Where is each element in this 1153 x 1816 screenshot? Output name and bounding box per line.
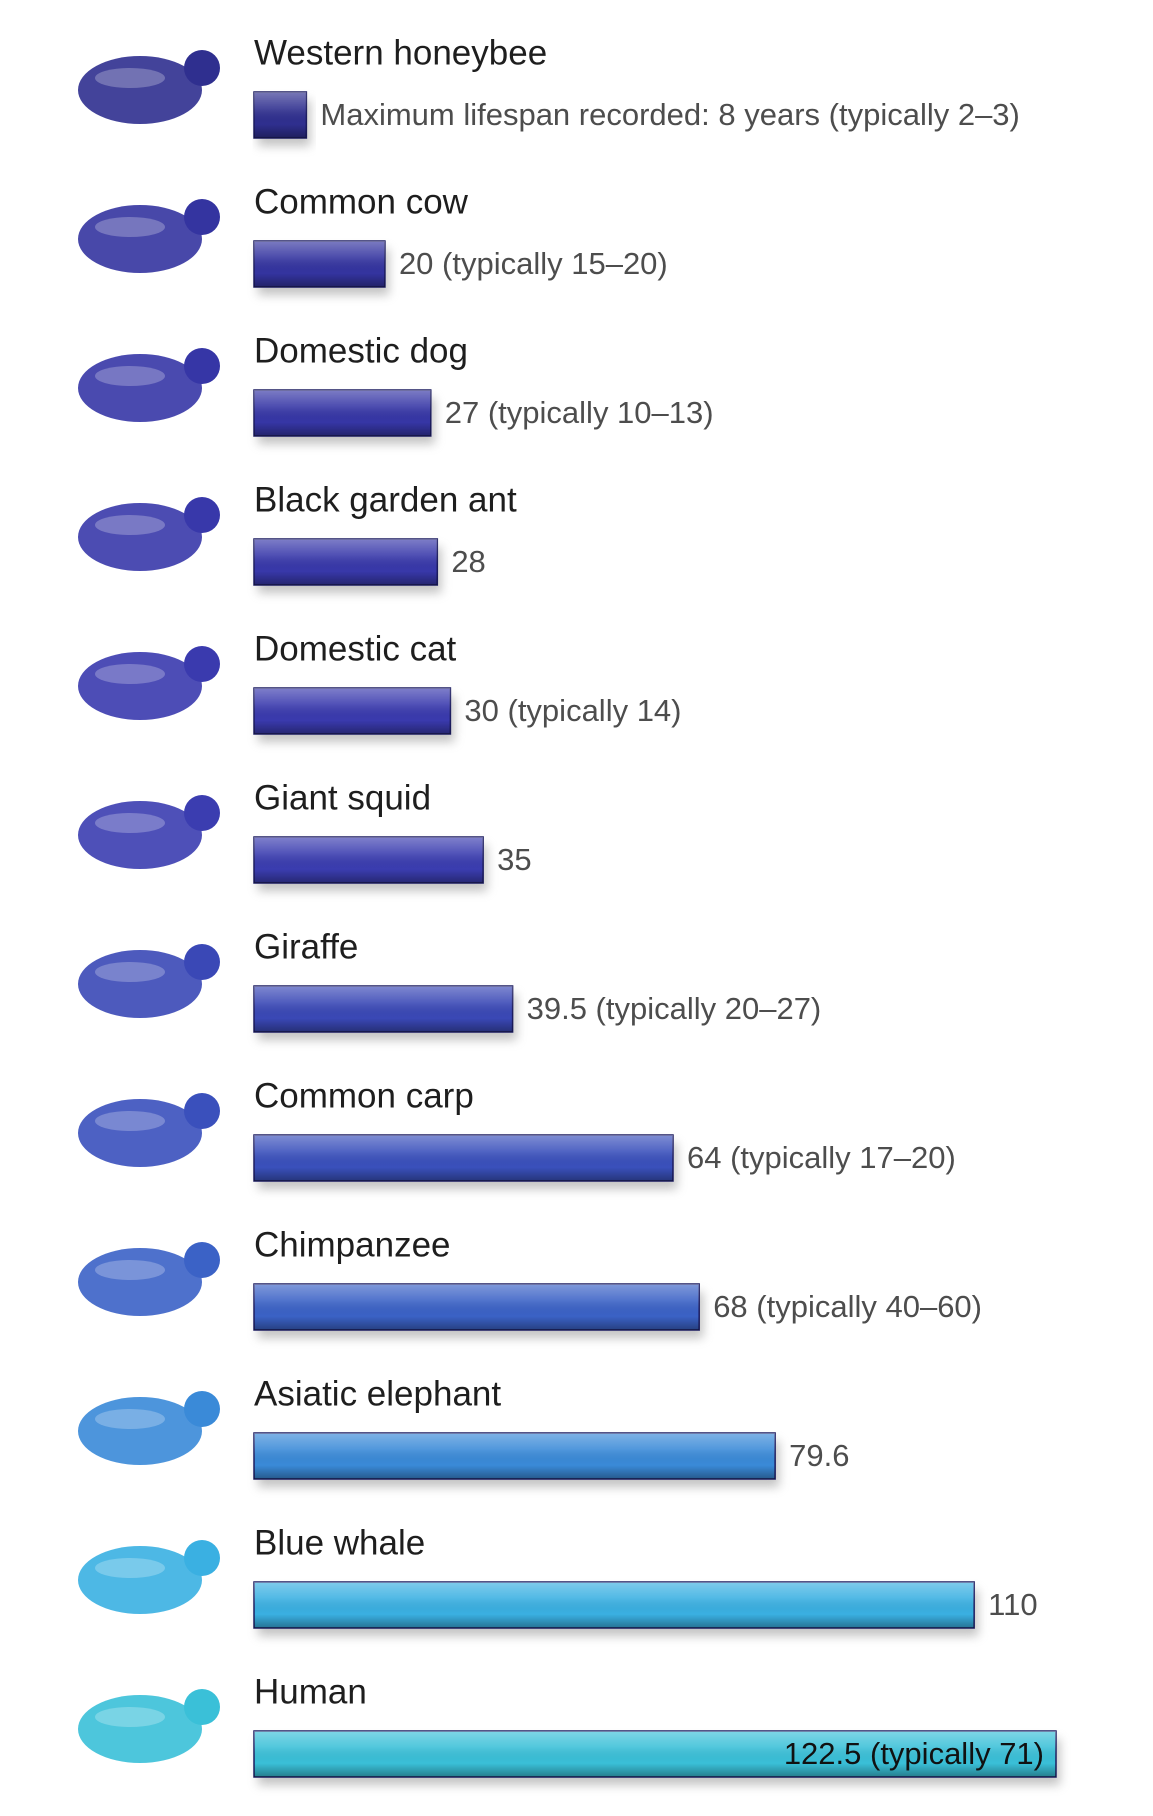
icon-highlight <box>95 68 165 88</box>
animal-icon <box>78 1689 220 1763</box>
animal-icon <box>78 1540 220 1614</box>
value-label: 20 (typically 15–20) <box>399 246 668 281</box>
icon-highlight <box>95 1707 165 1727</box>
icon-head <box>184 50 220 86</box>
category-label: Western honeybee <box>254 33 547 72</box>
animal-icon <box>78 50 220 124</box>
value-label: 30 (typically 14) <box>464 693 681 728</box>
bar-shine <box>254 539 438 585</box>
animal-icon <box>78 1391 220 1465</box>
value-label: 68 (typically 40–60) <box>713 1289 982 1324</box>
icon-highlight <box>95 813 165 833</box>
value-label: 64 (typically 17–20) <box>687 1140 956 1175</box>
category-label: Giraffe <box>254 927 358 966</box>
icon-body <box>78 1546 202 1614</box>
animal-icon <box>78 348 220 422</box>
category-label: Common cow <box>254 182 469 221</box>
icon-body <box>78 354 202 422</box>
animal-icon <box>78 1242 220 1316</box>
icon-head <box>184 646 220 682</box>
bar-shine <box>254 390 431 436</box>
icon-highlight <box>95 1409 165 1429</box>
value-label: 122.5 (typically 71) <box>784 1736 1044 1771</box>
value-label: Maximum lifespan recorded: 8 years (typi… <box>320 97 1020 132</box>
bar-shine <box>254 241 385 287</box>
category-label: Domestic dog <box>254 331 468 370</box>
icon-highlight <box>95 664 165 684</box>
icon-body <box>78 1695 202 1763</box>
bar-shine <box>254 688 451 734</box>
value-label: 39.5 (typically 20–27) <box>527 991 822 1026</box>
category-label: Black garden ant <box>254 480 517 519</box>
bar-shine <box>254 837 484 883</box>
animal-icon <box>78 646 220 720</box>
icon-highlight <box>95 962 165 982</box>
icon-body <box>78 503 202 571</box>
icon-head <box>184 1540 220 1576</box>
icon-body <box>78 205 202 273</box>
category-label: Giant squid <box>254 778 431 817</box>
icon-highlight <box>95 515 165 535</box>
value-label: 110 <box>988 1587 1037 1622</box>
bar-shine <box>254 1284 700 1330</box>
bar-shine <box>254 1731 1056 1777</box>
icon-head <box>184 1242 220 1278</box>
icon-body <box>78 1248 202 1316</box>
category-label: Blue whale <box>254 1523 425 1562</box>
icon-highlight <box>95 1260 165 1280</box>
category-label: Asiatic elephant <box>254 1374 501 1413</box>
icon-highlight <box>95 1111 165 1131</box>
category-label: Chimpanzee <box>254 1225 451 1264</box>
icon-body <box>78 56 202 124</box>
icon-body <box>78 1099 202 1167</box>
bar-shine <box>254 986 513 1032</box>
icon-head <box>184 795 220 831</box>
category-label: Common carp <box>254 1076 474 1115</box>
icon-body <box>78 1397 202 1465</box>
value-label: 27 (typically 10–13) <box>445 395 714 430</box>
icon-head <box>184 1689 220 1725</box>
icon-highlight <box>95 217 165 237</box>
animal-icon <box>78 199 220 273</box>
category-label: Domestic cat <box>254 629 457 668</box>
icon-head <box>184 497 220 533</box>
icon-head <box>184 1391 220 1427</box>
animal-icon <box>78 1093 220 1167</box>
icon-body <box>78 652 202 720</box>
bar-shine <box>254 1135 674 1181</box>
icon-head <box>184 1093 220 1129</box>
icon-body <box>78 801 202 869</box>
value-label: 35 <box>497 842 531 877</box>
value-label: 79.6 <box>789 1438 849 1473</box>
bar-shine <box>254 1433 776 1479</box>
icon-head <box>184 199 220 235</box>
bar-shine <box>254 1582 975 1628</box>
icon-head <box>184 348 220 384</box>
icon-highlight <box>95 1558 165 1578</box>
category-label: Human <box>254 1672 367 1711</box>
animal-icon <box>78 497 220 571</box>
value-label: 28 <box>451 544 485 579</box>
animal-icon <box>78 795 220 869</box>
icon-body <box>78 950 202 1018</box>
bar-shine <box>254 92 307 138</box>
animal-icon <box>78 944 220 1018</box>
icon-head <box>184 944 220 980</box>
icon-highlight <box>95 366 165 386</box>
